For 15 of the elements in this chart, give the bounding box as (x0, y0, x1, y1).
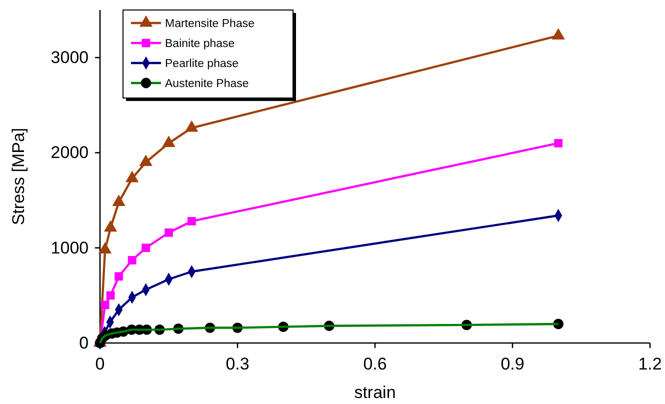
legend-label: Bainite phase (165, 38, 235, 50)
legend-label: Pearlite phase (165, 58, 239, 70)
legend-label: Austenite Phase (165, 78, 249, 90)
x-tick-label: 0.3 (226, 354, 250, 374)
x-tick-label: 0.6 (363, 354, 387, 374)
x-tick-label: 1.2 (638, 354, 662, 374)
y-tick-label: 3000 (50, 48, 89, 68)
x-axis-title: strain (354, 383, 396, 402)
x-tick-label: 0 (95, 354, 105, 374)
y-tick-label: 1000 (50, 238, 89, 258)
y-tick-label: 0 (79, 333, 89, 352)
x-tick-label: 0.9 (500, 354, 524, 374)
y-axis-title: Stress [MPa] (9, 128, 28, 226)
y-tick-label: 2000 (50, 143, 89, 162)
legend-label: Martensite Phase (165, 18, 254, 30)
